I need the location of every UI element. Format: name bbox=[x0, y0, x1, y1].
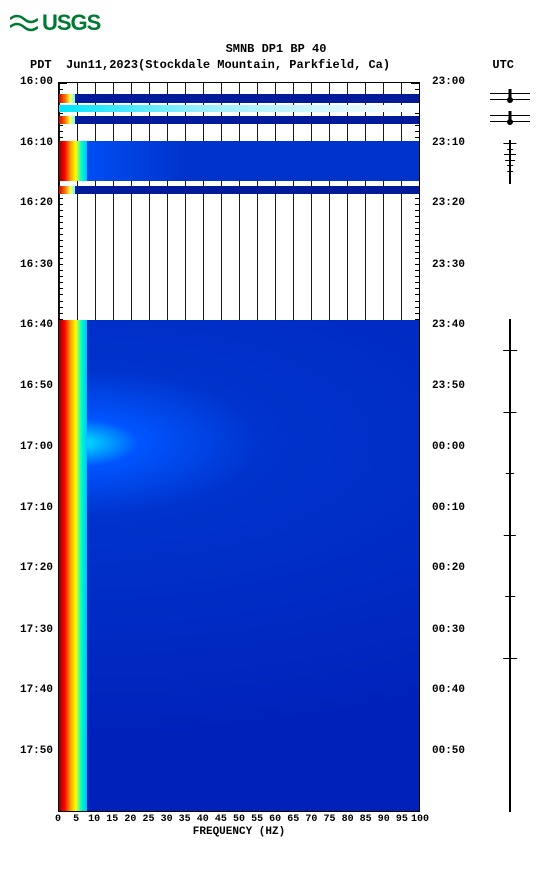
x-tick-label: 65 bbox=[287, 814, 299, 825]
y-right-tick-label: 00:50 bbox=[432, 745, 465, 757]
x-tick-label: 0 bbox=[55, 814, 61, 825]
x-tick-label: 50 bbox=[233, 814, 245, 825]
spectrogram-plot bbox=[58, 82, 420, 812]
x-tick-label: 80 bbox=[342, 814, 354, 825]
y-left-tick-label: 16:10 bbox=[20, 137, 53, 149]
gridline-v bbox=[419, 83, 420, 811]
x-tick-label: 15 bbox=[106, 814, 118, 825]
usgs-logo: USGS bbox=[10, 10, 542, 36]
y-left-tick-label: 16:00 bbox=[20, 76, 53, 88]
y-left-tick-label: 16:50 bbox=[20, 380, 53, 392]
side-trace bbox=[509, 140, 511, 184]
y-left-tick-label: 17:10 bbox=[20, 502, 53, 514]
x-tick-label: 75 bbox=[323, 814, 335, 825]
y-right-tick-label: 00:00 bbox=[432, 441, 465, 453]
y-left-tick-label: 17:50 bbox=[20, 745, 53, 757]
y-right-tick-label: 00:20 bbox=[432, 562, 465, 574]
y-left-tick-label: 17:30 bbox=[20, 624, 53, 636]
x-tick-label: 85 bbox=[360, 814, 372, 825]
spectral-band bbox=[59, 141, 419, 181]
y-left-tick-label: 16:20 bbox=[20, 197, 53, 209]
x-tick-label: 55 bbox=[251, 814, 263, 825]
y-left-tick-label: 16:30 bbox=[20, 259, 53, 271]
x-tick-label: 25 bbox=[142, 814, 154, 825]
y-axis-right: 23:0023:1023:2023:3023:4023:5000:0000:10… bbox=[430, 82, 475, 812]
x-axis-label: FREQUENCY (HZ) bbox=[58, 826, 420, 838]
y-right-tick-label: 23:10 bbox=[432, 137, 465, 149]
y-right-tick-label: 23:50 bbox=[432, 380, 465, 392]
spectral-band bbox=[59, 320, 419, 811]
x-tick-label: 5 bbox=[73, 814, 79, 825]
y-left-tick-label: 16:40 bbox=[20, 319, 53, 331]
wave-icon bbox=[10, 13, 38, 33]
x-tick-label: 100 bbox=[411, 814, 429, 825]
chart-title: SMNB DP1 BP 40 bbox=[10, 42, 542, 56]
chart-area: 16:0016:1016:2016:3016:4016:5017:0017:10… bbox=[10, 82, 542, 832]
x-tick-label: 60 bbox=[269, 814, 281, 825]
y-right-tick-label: 00:10 bbox=[432, 502, 465, 514]
tz-left-label: PDT Jun11,2023(Stockdale Mountain, Parkf… bbox=[30, 58, 390, 72]
spectral-band bbox=[59, 116, 419, 125]
x-tick-label: 70 bbox=[305, 814, 317, 825]
x-tick-label: 45 bbox=[215, 814, 227, 825]
y-right-tick-label: 00:30 bbox=[432, 624, 465, 636]
y-axis-left: 16:0016:1016:2016:3016:4016:5017:0017:10… bbox=[10, 82, 55, 812]
tz-right-label: UTC bbox=[492, 58, 514, 72]
subtitle-row: PDT Jun11,2023(Stockdale Mountain, Parkf… bbox=[10, 58, 542, 72]
y-left-tick-label: 17:20 bbox=[20, 562, 53, 574]
logo-text: USGS bbox=[42, 10, 100, 36]
y-right-tick-label: 00:40 bbox=[432, 684, 465, 696]
x-tick-label: 95 bbox=[396, 814, 408, 825]
spectral-band bbox=[59, 186, 419, 193]
y-left-tick-label: 17:00 bbox=[20, 441, 53, 453]
y-right-tick-label: 23:20 bbox=[432, 197, 465, 209]
y-right-tick-label: 23:00 bbox=[432, 76, 465, 88]
x-tick-label: 35 bbox=[179, 814, 191, 825]
x-tick-label: 90 bbox=[378, 814, 390, 825]
side-trace bbox=[509, 319, 511, 812]
spectral-band bbox=[59, 105, 419, 112]
x-tick-label: 40 bbox=[197, 814, 209, 825]
y-left-tick-label: 17:40 bbox=[20, 684, 53, 696]
y-right-tick-label: 23:40 bbox=[432, 319, 465, 331]
y-right-tick-label: 23:30 bbox=[432, 259, 465, 271]
seismogram-side bbox=[480, 82, 540, 812]
spectral-band bbox=[59, 94, 419, 103]
x-tick-label: 30 bbox=[161, 814, 173, 825]
x-tick-label: 20 bbox=[124, 814, 136, 825]
x-tick-label: 10 bbox=[88, 814, 100, 825]
